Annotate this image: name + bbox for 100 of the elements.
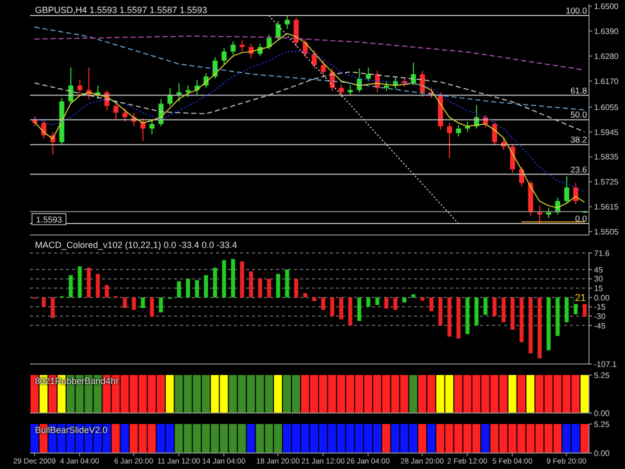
bar [348, 297, 352, 326]
candlestick [366, 66, 371, 82]
candlestick [294, 17, 299, 48]
bar [50, 297, 55, 318]
candlestick [402, 77, 407, 88]
candlestick [68, 66, 74, 104]
candlestick [492, 121, 498, 146]
candlestick [456, 124, 462, 137]
annotation: 21 [574, 292, 587, 304]
candlestick [41, 120, 46, 140]
bar [339, 297, 344, 320]
y-tick-label: 1.6500 [594, 2, 620, 12]
bar [528, 297, 533, 354]
bar [104, 285, 109, 298]
y-tick-label: 1.6055 [594, 102, 620, 112]
candlestick [122, 108, 128, 122]
bar [393, 297, 398, 310]
bar [502, 297, 506, 322]
bar [420, 297, 424, 301]
bar [186, 278, 190, 298]
y-tick-label: -45 [594, 321, 606, 330]
line-series [268, 15, 459, 224]
y-tick-label: -30 [594, 312, 606, 321]
bar [249, 271, 254, 298]
candlestick [113, 102, 118, 120]
candlestick [266, 34, 272, 50]
bar [538, 297, 542, 358]
y-tick-label: 0.00 [594, 448, 610, 458]
bar [411, 294, 416, 298]
annotation: 23.6 [570, 164, 588, 174]
y-tick-label: 1.5725 [594, 178, 620, 187]
bar [150, 297, 154, 317]
bar [42, 297, 46, 307]
candlestick [384, 80, 389, 92]
y-tick-label: 5.25 [594, 370, 610, 380]
bar [96, 274, 100, 298]
chart-title: MACD_Colored_v102 (10,22,1) 0.0 -33.4 0.0 -33.4 [34, 240, 238, 250]
candlestick [348, 85, 353, 96]
y-tick-label: 0.00 [594, 408, 610, 418]
bar [429, 297, 434, 312]
y-tick-label: 5.25 [594, 420, 610, 429]
y-tick-label: 1.5835 [594, 152, 620, 162]
bar [465, 297, 470, 334]
candlestick [302, 38, 308, 58]
bar [140, 297, 145, 308]
bar [86, 268, 91, 298]
bar [510, 297, 515, 330]
bar [447, 297, 452, 337]
candlestick [338, 84, 344, 98]
bar [546, 297, 551, 350]
bar [285, 270, 290, 298]
bar [357, 297, 362, 322]
bar [330, 297, 334, 316]
y-tick-label: 1.6170 [594, 76, 620, 86]
y-tick-label: 71.6 [594, 248, 610, 258]
bar [438, 297, 442, 326]
y-tick-label: 1.6280 [594, 52, 620, 61]
candlestick [284, 15, 290, 30]
y-tick-label: 45 [594, 265, 604, 274]
y-tick-label: 0.00 [594, 293, 610, 302]
bar [213, 268, 218, 298]
bar [194, 280, 199, 298]
candlestick [149, 120, 154, 135]
annotation: 0.0 [575, 213, 588, 224]
chart-title: 8021RubberBand4hr [34, 376, 120, 386]
bar [384, 297, 388, 309]
bar [222, 260, 226, 298]
candlestick [276, 20, 281, 41]
chart-title: GBPUSD,H4 1.5593 1.5597 1.5587 1.5593 [34, 5, 208, 15]
candlestick [230, 40, 236, 56]
bar [276, 274, 280, 298]
ref-line-label: 1.5593 [36, 214, 62, 225]
bar [402, 297, 406, 302]
bar [122, 297, 127, 308]
bar [474, 297, 478, 326]
bar [484, 297, 488, 315]
bar [204, 275, 208, 298]
y-tick-label: 15 [594, 284, 604, 293]
candlestick [420, 70, 425, 98]
candlestick [320, 60, 326, 76]
annotation: 38.2 [570, 134, 588, 145]
bar [231, 258, 236, 298]
annotation: 61.8 [570, 85, 588, 96]
bar [321, 297, 326, 310]
candlestick [564, 176, 570, 204]
y-tick-label: 1.5945 [594, 128, 620, 137]
bar [520, 297, 524, 342]
annotation: 50.0 [570, 110, 588, 120]
y-tick-label: 1.5505 [594, 227, 620, 236]
candlestick [446, 122, 452, 158]
line-series [34, 26, 585, 110]
y-tick-label: -15 [594, 302, 606, 312]
candlestick [77, 79, 82, 96]
candlestick [186, 85, 191, 98]
bar [556, 297, 560, 336]
bar [258, 278, 262, 298]
bar [564, 297, 569, 322]
bar [492, 297, 497, 316]
annotation: 100.0 [566, 6, 588, 16]
candlestick [510, 144, 516, 174]
